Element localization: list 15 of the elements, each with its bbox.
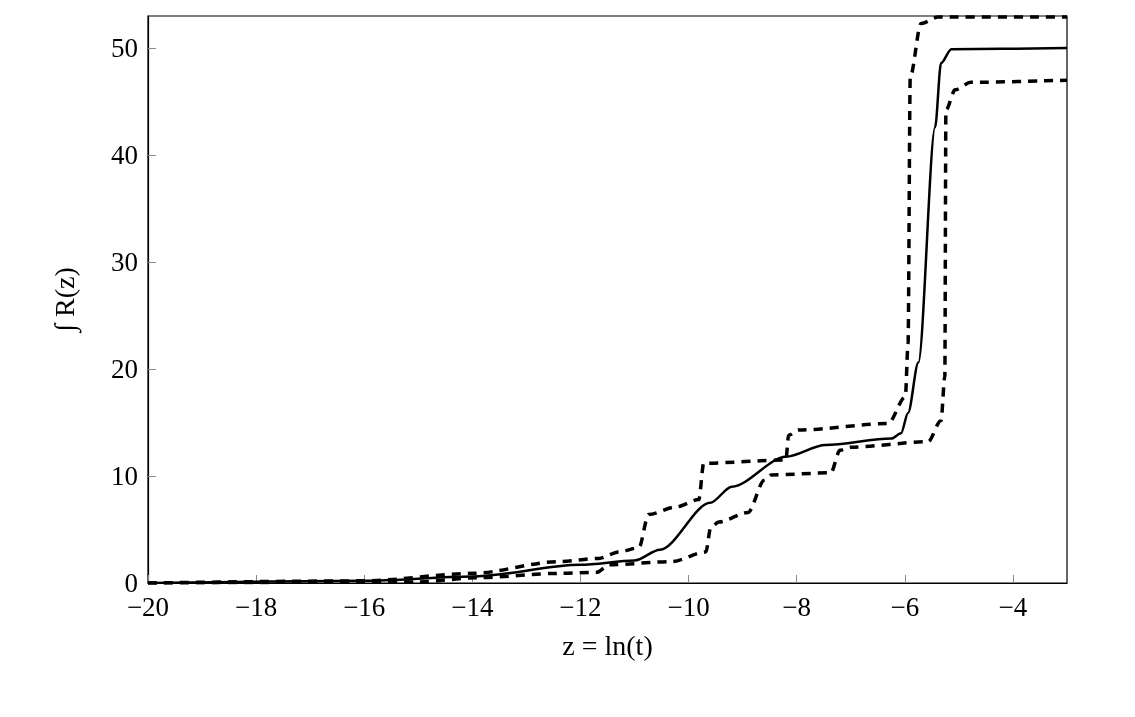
x-tick-label: −16 — [343, 591, 386, 622]
y-tick-label: 20 — [111, 354, 138, 385]
y-tick-label: 30 — [111, 247, 138, 278]
x-tick-label: −6 — [890, 591, 920, 622]
y-axis-title: ∫ R(z) — [48, 267, 82, 334]
y-tick-label: 10 — [111, 461, 138, 492]
x-tick-label: −14 — [451, 591, 494, 622]
y-tick-label: 40 — [111, 140, 138, 171]
x-tick-label: −18 — [235, 591, 278, 622]
x-tick-label: −12 — [559, 591, 602, 622]
x-tick-label: −4 — [998, 591, 1028, 622]
x-tick-label: −8 — [782, 591, 812, 622]
y-tick-label: 50 — [111, 33, 138, 64]
x-tick-label: −10 — [667, 591, 710, 622]
x-axis-title: z = ln(t) — [562, 629, 653, 661]
